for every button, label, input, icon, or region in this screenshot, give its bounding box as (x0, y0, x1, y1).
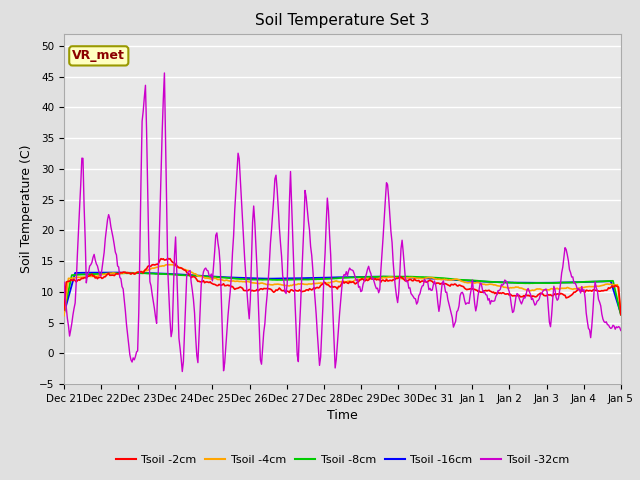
Legend: Tsoil -2cm, Tsoil -4cm, Tsoil -8cm, Tsoil -16cm, Tsoil -32cm: Tsoil -2cm, Tsoil -4cm, Tsoil -8cm, Tsoi… (111, 451, 573, 470)
Y-axis label: Soil Temperature (C): Soil Temperature (C) (20, 144, 33, 273)
X-axis label: Time: Time (327, 409, 358, 422)
Title: Soil Temperature Set 3: Soil Temperature Set 3 (255, 13, 429, 28)
Text: VR_met: VR_met (72, 49, 125, 62)
